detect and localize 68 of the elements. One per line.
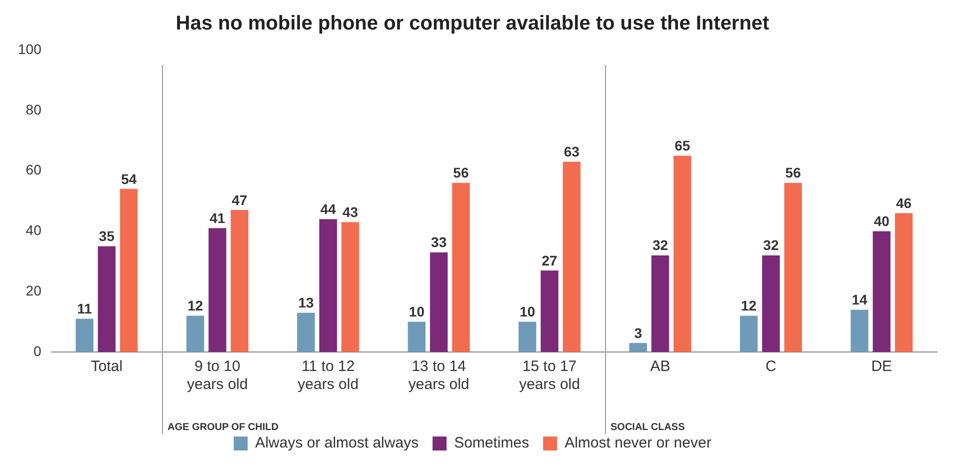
bar <box>651 255 670 352</box>
data-label: 65 <box>674 138 690 154</box>
y-tick-label: 80 <box>26 101 42 118</box>
data-label: 12 <box>187 298 204 314</box>
bar <box>208 228 226 352</box>
data-label: 32 <box>763 237 779 254</box>
y-tick-label: 20 <box>26 282 42 298</box>
chart-title: Has no mobile phone or computer available to use the Internet <box>176 12 770 35</box>
y-tick-label: 0 <box>34 342 42 359</box>
bar <box>518 322 536 352</box>
data-label: 44 <box>320 200 336 217</box>
bar <box>540 270 558 352</box>
bar <box>784 182 802 352</box>
y-tick-label: 40 <box>26 222 42 238</box>
bar <box>230 210 248 352</box>
data-label: 43 <box>342 204 358 220</box>
bar <box>762 255 780 352</box>
bar <box>629 342 647 352</box>
data-label: 40 <box>874 213 890 230</box>
bar <box>452 182 470 352</box>
data-label: 56 <box>785 164 802 181</box>
data-label: 12 <box>741 298 757 314</box>
bar <box>674 156 692 352</box>
bar <box>297 312 315 352</box>
data-label: 54 <box>121 170 137 187</box>
legend-label: Sometimes <box>454 434 530 452</box>
x-tick-label: 9 to 10 years old <box>186 358 248 394</box>
data-label: 11 <box>77 300 92 317</box>
y-tick-label: 60 <box>26 162 42 178</box>
text: AGE GROUP OF CHILD <box>168 422 278 433</box>
x-tick-label: AB <box>650 358 670 376</box>
text: SOCIAL CLASS <box>610 422 686 433</box>
bar <box>430 252 448 352</box>
bar <box>319 219 337 352</box>
data-label: 10 <box>408 304 425 320</box>
bar <box>120 188 138 352</box>
bar <box>850 310 868 352</box>
x-tick-label: 11 to 12 years old <box>298 358 359 394</box>
bar <box>186 316 204 352</box>
x-tick-label: Total <box>90 358 123 376</box>
data-label: 47 <box>232 192 248 208</box>
data-label: 27 <box>542 252 558 268</box>
bar <box>894 213 913 352</box>
data-label: 56 <box>453 164 469 181</box>
data-label: 35 <box>98 228 115 244</box>
bar <box>76 318 94 352</box>
bar <box>98 246 116 352</box>
data-label: 46 <box>896 194 912 211</box>
bar <box>408 322 426 352</box>
data-label: 63 <box>564 144 580 160</box>
data-label: 33 <box>431 234 447 250</box>
data-label: 14 <box>852 292 868 308</box>
x-tick-label: 13 to 14 years old <box>408 358 470 394</box>
bar <box>341 222 360 352</box>
x-tick-label: DE <box>871 358 892 376</box>
data-label: 13 <box>298 294 314 311</box>
legend-label: Always or almost always <box>255 434 419 452</box>
y-tick-label: 100 <box>18 40 42 57</box>
bar <box>740 316 758 352</box>
data-label: 3 <box>634 324 642 341</box>
legend-label: Almost never or never <box>564 434 712 452</box>
data-label: 10 <box>520 304 536 320</box>
data-label: 41 <box>210 210 226 226</box>
x-tick-label: 15 to 17 years old <box>519 358 580 394</box>
x-tick-label: C <box>766 358 777 376</box>
bar <box>872 231 891 352</box>
bar <box>562 162 581 352</box>
data-label: 32 <box>652 237 668 254</box>
